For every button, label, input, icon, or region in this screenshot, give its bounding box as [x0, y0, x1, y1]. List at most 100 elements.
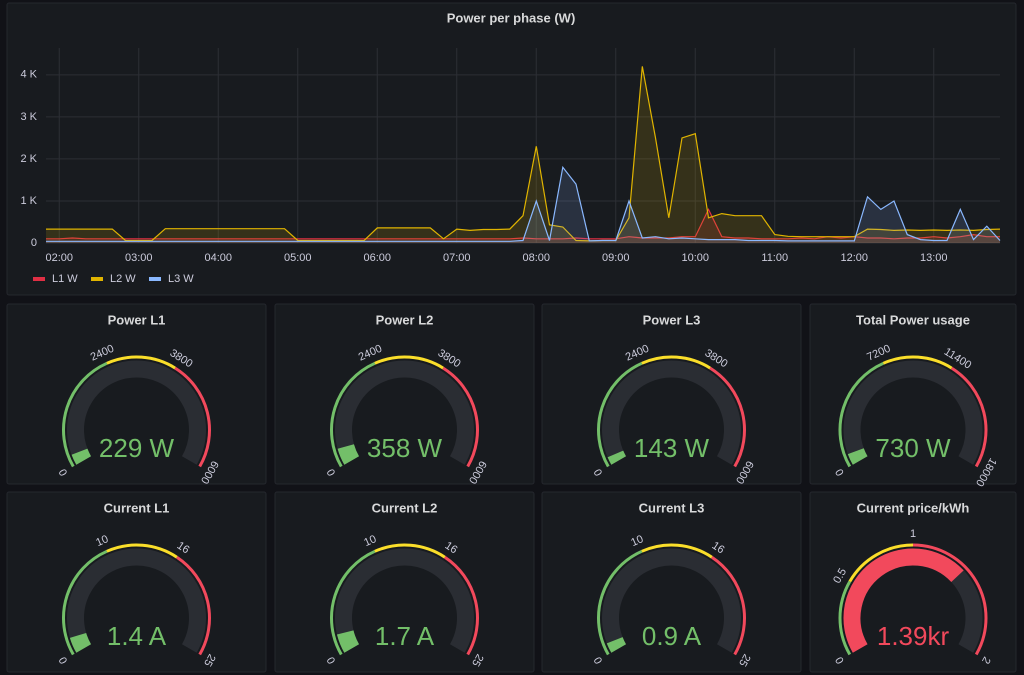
panel-title: Power per phase (W) — [447, 10, 576, 25]
gauge-track — [335, 548, 474, 653]
x-tick-label: 03:00 — [125, 252, 153, 264]
gauge-value-label: 1.39kr — [877, 621, 950, 651]
gauge-tick-label: 25 — [736, 652, 753, 669]
gauge-value — [847, 448, 868, 465]
threshold-arc — [106, 543, 178, 559]
y-tick-label: 2 K — [20, 153, 37, 165]
panel-title: Current price/kWh — [857, 500, 970, 515]
threshold-arc — [62, 361, 108, 468]
panel-title: Power L1 — [108, 312, 166, 327]
gauge-track — [843, 360, 983, 465]
series-area — [46, 167, 1000, 243]
gauge-value — [606, 636, 627, 653]
threshold-arc — [62, 549, 108, 656]
threshold-arc — [882, 355, 953, 370]
threshold-arc — [641, 543, 713, 559]
gauge-tick-label: 0 — [325, 466, 338, 477]
panel-title: Current L2 — [372, 500, 438, 515]
x-tick-label: 07:00 — [443, 252, 471, 264]
threshold-arc — [174, 366, 211, 468]
legend-label: L1 W — [52, 273, 78, 285]
x-tick-label: 10:00 — [681, 252, 709, 264]
gauge-tick-label: 25 — [469, 652, 486, 669]
threshold-arc — [597, 361, 643, 468]
gauge-tick-label: 0 — [833, 654, 846, 665]
gauge-tick-label: 16 — [443, 540, 460, 557]
y-tick-label: 3 K — [20, 111, 37, 123]
gauge-value-label: 1.4 A — [107, 621, 167, 651]
gauge-tick-label: 1 — [910, 528, 916, 540]
panel-title: Power L2 — [376, 312, 434, 327]
gauge-value — [336, 630, 360, 653]
gauge-tick-label: 0 — [57, 466, 70, 477]
threshold-arc — [374, 355, 444, 370]
gauge-tick-label: 0 — [57, 654, 70, 665]
threshold-arc — [950, 366, 988, 468]
gauge-tick-label: 10 — [629, 533, 645, 549]
gauge-tick-label: 16 — [175, 540, 192, 557]
y-tick-label: 4 K — [20, 69, 37, 81]
panel-title: Current L3 — [639, 500, 705, 515]
legend-label: L3 W — [168, 273, 194, 285]
threshold-arc — [838, 361, 884, 468]
panel — [6, 2, 1017, 296]
gauge-value-label: 0.9 A — [642, 621, 702, 651]
gauge-track — [67, 548, 206, 653]
gauge-value-label: 730 W — [875, 433, 951, 463]
panel-title: Total Power usage — [856, 312, 970, 327]
threshold-arc — [597, 549, 643, 656]
threshold-arc — [838, 580, 852, 656]
panel — [809, 303, 1017, 485]
panel — [809, 491, 1017, 673]
gauge-track — [602, 548, 741, 653]
panel-title: Power L3 — [643, 312, 701, 327]
gauge-value-label: 143 W — [634, 433, 710, 463]
threshold-arc — [912, 543, 988, 656]
x-tick-label: 05:00 — [284, 252, 312, 264]
threshold-arc — [330, 361, 376, 468]
threshold-arc — [330, 549, 376, 656]
y-tick-label: 1 K — [20, 195, 37, 207]
series-line — [46, 165, 1001, 242]
gauge-tick-label: 10 — [94, 533, 110, 549]
threshold-arc — [709, 366, 746, 468]
gauge-tick-label: 0 — [592, 466, 605, 477]
threshold-arc — [442, 366, 479, 468]
panel-title: Current L1 — [104, 500, 170, 515]
gauge-tick-label: 0 — [833, 466, 846, 477]
gauge-value — [71, 448, 92, 465]
gauge-value-label: 358 W — [367, 433, 443, 463]
gauge-value — [69, 632, 92, 653]
threshold-arc — [848, 543, 914, 583]
x-tick-label: 09:00 — [602, 252, 630, 264]
x-tick-label: 02:00 — [45, 252, 73, 264]
gauge-tick-label: 10 — [362, 533, 378, 549]
threshold-arc — [176, 555, 211, 656]
x-tick-label: 11:00 — [761, 252, 788, 264]
series-area — [46, 209, 1000, 243]
threshold-arc — [641, 355, 711, 370]
threshold-arc — [444, 555, 479, 656]
threshold-arc — [374, 543, 446, 559]
gauge-value — [607, 450, 627, 465]
gauge-tick-label: 16 — [710, 540, 727, 557]
gauge-tick-label: 0 — [592, 654, 605, 665]
legend-label: L2 W — [110, 273, 136, 285]
threshold-arc — [711, 555, 746, 656]
gauge-value-label: 229 W — [99, 433, 175, 463]
gauge-value — [337, 443, 360, 465]
x-tick-label: 08:00 — [522, 252, 550, 264]
x-tick-label: 12:00 — [840, 252, 868, 264]
series-line — [46, 208, 1000, 240]
x-tick-label: 06:00 — [363, 252, 391, 264]
x-tick-label: 13:00 — [920, 252, 948, 264]
x-tick-label: 04:00 — [204, 252, 232, 264]
series-line — [46, 66, 1001, 242]
gauge-track — [67, 360, 206, 465]
y-tick-label: 0 — [31, 237, 37, 249]
gauge-tick-label: 25 — [201, 652, 218, 669]
threshold-arc — [106, 355, 176, 370]
gauge-value-label: 1.7 A — [375, 621, 435, 651]
